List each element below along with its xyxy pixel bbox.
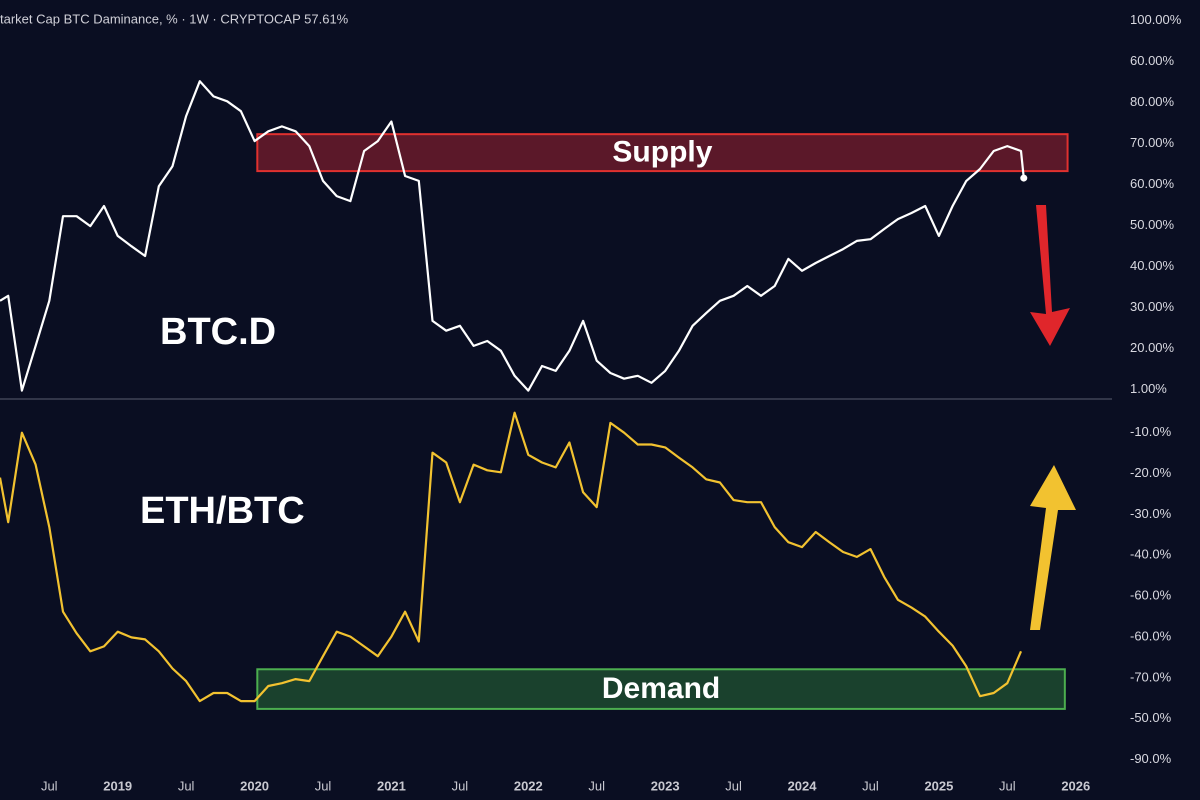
chart-title: tarket Cap BTC Daminance, % · 1W · CRYPT… <box>0 11 349 26</box>
y-tick-label: -40.0% <box>1130 547 1172 562</box>
y-tick-label: -10.0% <box>1130 424 1172 439</box>
y-tick-label: 50.00% <box>1130 217 1175 232</box>
x-tick-label: 2024 <box>788 778 818 793</box>
zone-label: Demand <box>602 672 720 705</box>
x-tick-label: Jul <box>41 778 58 793</box>
y-tick-label: -30.0% <box>1130 506 1172 521</box>
y-tick-label: -70.0% <box>1130 669 1172 684</box>
x-tick-label: 2019 <box>103 778 132 793</box>
y-tick-label: -60.0% <box>1130 588 1172 603</box>
y-tick-label: -20.0% <box>1130 465 1172 480</box>
x-tick-label: Jul <box>588 778 605 793</box>
y-tick-label: -60.0% <box>1130 628 1172 643</box>
x-tick-label: Jul <box>862 778 879 793</box>
x-tick-label: 2020 <box>240 778 269 793</box>
x-tick-label: Jul <box>315 778 332 793</box>
x-tick-label: 2025 <box>924 778 953 793</box>
x-tick-label: 2023 <box>651 778 680 793</box>
zone-box <box>256 133 1069 173</box>
y-tick-label: 80.00% <box>1130 94 1175 109</box>
up-arrow <box>1030 465 1076 630</box>
x-tick-label: Jul <box>725 778 742 793</box>
x-tick-label: Jul <box>178 778 195 793</box>
y-tick-label: 30.00% <box>1130 299 1175 314</box>
y-tick-label: 40.00% <box>1130 258 1175 273</box>
y-tick-label: 70.00% <box>1130 135 1175 150</box>
end-marker <box>1020 174 1028 182</box>
x-tick-label: Jul <box>999 778 1016 793</box>
series-line <box>0 80 1025 392</box>
y-tick-label: 100.00% <box>1130 12 1182 27</box>
x-tick-label: 2022 <box>514 778 543 793</box>
x-tick-label: 2026 <box>1061 778 1090 793</box>
zone-box <box>256 668 1066 710</box>
y-tick-label: 20.00% <box>1130 340 1175 355</box>
panel-label: ETH/BTC <box>140 490 305 532</box>
panel-label: BTC.D <box>160 311 276 353</box>
down-arrow <box>1030 205 1070 346</box>
plot-layer: 100.00% 60.00% 80.00% 70.00% 60.00% 50.00% 40.… <box>0 12 1182 793</box>
x-tick-label: Jul <box>452 778 469 793</box>
y-tick-label: 60.00% <box>1130 176 1175 191</box>
y-tick-label: 1.00% <box>1130 381 1167 396</box>
y-tick-label: -90.0% <box>1130 751 1172 766</box>
x-tick-label: 2021 <box>377 778 406 793</box>
zone-label: Supply <box>612 136 712 169</box>
series-line <box>0 411 1023 703</box>
y-tick-label: 60.00% <box>1130 53 1175 68</box>
y-tick-label: -50.0% <box>1130 710 1172 725</box>
